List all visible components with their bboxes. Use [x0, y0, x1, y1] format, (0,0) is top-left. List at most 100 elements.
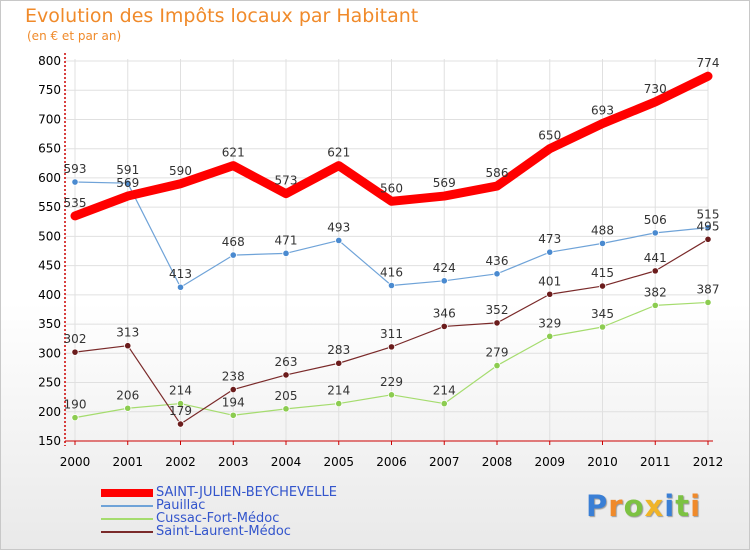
chart-subtitle: (en € et par an) — [27, 29, 122, 43]
data-point — [124, 404, 132, 412]
x-tick-label: 2001 — [112, 455, 143, 469]
x-tick-label: 2011 — [640, 455, 671, 469]
legend-label: Saint-Laurent-Médoc — [156, 524, 291, 539]
x-tick-label: 2000 — [60, 455, 91, 469]
data-point — [704, 298, 712, 307]
data-label: 214 — [327, 384, 350, 398]
data-point — [282, 371, 290, 379]
data-point — [124, 342, 132, 350]
x-tick-label: 2008 — [482, 455, 513, 469]
x-tick-label: 2002 — [165, 455, 196, 469]
data-label: 382 — [644, 285, 667, 299]
logo-letter: P — [586, 489, 609, 523]
data-label: 560 — [380, 181, 403, 195]
data-label: 471 — [275, 233, 298, 247]
data-point — [176, 399, 185, 408]
data-label: 352 — [486, 303, 509, 317]
data-label: 424 — [433, 261, 456, 275]
y-tick-label: 800 — [38, 54, 61, 68]
data-point — [387, 391, 396, 399]
data-label: 401 — [538, 274, 561, 288]
legend-label: SAINT-JULIEN-BEYCHEVELLE — [156, 485, 337, 500]
data-label: 311 — [380, 327, 403, 341]
data-point — [651, 267, 659, 275]
data-point — [282, 249, 290, 257]
data-point — [124, 179, 132, 187]
data-point — [229, 385, 237, 394]
data-label: 621 — [327, 146, 350, 160]
legend-label: Cussac-Fort-Médoc — [156, 511, 280, 526]
x-tick-label: 2012 — [693, 455, 724, 469]
y-tick-label: 600 — [38, 171, 61, 185]
x-tick-label: 2005 — [323, 455, 354, 469]
data-label: 569 — [116, 176, 139, 190]
legend-item: SAINT-JULIEN-BEYCHEVELLE — [101, 485, 401, 500]
data-point — [546, 290, 554, 298]
data-label: 495 — [697, 219, 720, 233]
x-tick-label: 2010 — [587, 455, 618, 469]
y-tick-label: 300 — [38, 346, 61, 360]
data-label: 473 — [538, 232, 561, 246]
legend-item: Saint-Laurent-Médoc — [101, 524, 401, 539]
data-point — [440, 277, 448, 285]
data-label: 590 — [169, 164, 192, 178]
data-label: 468 — [222, 235, 245, 249]
data-label: 416 — [380, 265, 403, 279]
data-point — [387, 343, 396, 351]
logo-letter: o — [623, 489, 645, 523]
data-label: 283 — [327, 343, 350, 357]
data-point — [387, 281, 396, 290]
data-label: 573 — [275, 174, 298, 188]
data-point — [493, 361, 501, 370]
logo-letter: i — [690, 489, 702, 523]
data-point — [335, 399, 343, 408]
data-point — [282, 405, 290, 413]
data-label: 515 — [697, 208, 720, 222]
data-point — [440, 399, 448, 408]
data-point — [335, 359, 343, 367]
y-tick-label: 650 — [38, 142, 61, 156]
data-label: 413 — [169, 267, 192, 281]
data-label: 506 — [644, 213, 667, 227]
data-point — [598, 282, 607, 290]
data-point — [71, 414, 79, 422]
data-point — [229, 251, 237, 259]
x-tick-label: 2003 — [218, 455, 249, 469]
data-label: 693 — [591, 104, 614, 118]
data-point — [176, 283, 185, 291]
data-label: 345 — [591, 307, 614, 321]
logo-letter: t — [675, 489, 691, 523]
data-label: 179 — [169, 404, 192, 418]
x-tick-label: 2009 — [534, 455, 565, 469]
data-label: 313 — [116, 326, 139, 340]
logo-letter: r — [608, 489, 624, 523]
data-point — [598, 323, 607, 331]
y-tick-label: 500 — [38, 229, 61, 243]
data-label: 346 — [433, 306, 456, 320]
data-label: 493 — [327, 220, 350, 234]
data-label: 190 — [64, 398, 87, 412]
legend-swatch — [101, 531, 153, 533]
data-label: 436 — [486, 254, 509, 268]
x-tick-label: 2007 — [429, 455, 460, 469]
data-label: 302 — [64, 332, 87, 346]
data-label: 535 — [64, 196, 87, 210]
logo-letter: i — [664, 489, 676, 523]
data-point — [704, 235, 712, 243]
proxiti-logo: Proxiti — [586, 489, 701, 523]
legend-swatch — [101, 505, 153, 507]
data-label: 214 — [169, 384, 192, 398]
data-label: 650 — [538, 129, 561, 143]
data-point — [651, 301, 659, 309]
data-point — [546, 248, 554, 256]
x-tick-label: 2006 — [376, 455, 407, 469]
x-tick-label: 2004 — [271, 455, 302, 469]
data-label: 329 — [538, 316, 561, 330]
data-label: 214 — [433, 384, 456, 398]
data-label: 205 — [275, 389, 298, 403]
y-tick-label: 250 — [38, 376, 61, 390]
data-point — [71, 178, 79, 186]
y-tick-label: 150 — [38, 434, 61, 448]
legend-swatch — [101, 518, 153, 520]
